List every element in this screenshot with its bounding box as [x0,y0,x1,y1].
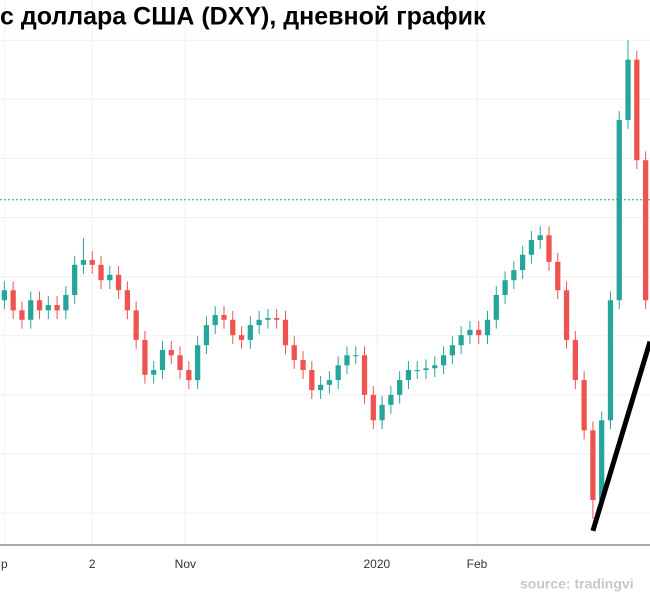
candle-body [528,239,535,255]
x-tick-label: 2 [89,557,96,571]
candle-body [36,300,43,311]
candle-body [537,235,543,240]
candle-body [388,394,394,405]
candle-body [546,235,552,262]
candle-body [54,305,60,311]
candle-body [317,384,324,391]
candle-body [80,260,87,265]
candle-body [159,349,166,371]
candle-body [440,355,447,366]
candle-body [282,319,289,346]
candle-body [256,319,262,326]
candle-body [493,294,499,320]
candle-body [590,430,596,501]
candle-body [28,300,34,320]
candle-body [265,318,271,320]
candle-body [572,339,578,381]
candle-body [1,290,8,301]
candle-body [238,335,245,340]
candle-body [151,370,157,375]
candle-body [625,59,631,120]
candle-body [98,264,104,281]
x-tick-label: Nov [175,557,196,571]
candle-body [133,310,139,340]
candle-body [230,319,236,336]
candle-body [642,160,649,301]
candle-body [607,300,614,421]
candle-body [520,254,526,271]
candle-body [309,370,315,391]
candle-body [274,318,280,320]
candle-body [353,355,359,357]
candle-body [484,319,491,336]
candle-body [458,335,464,346]
candle-body [414,370,420,372]
candle-body [195,345,201,381]
source-note: source: tradingvi [520,576,634,592]
candle-body [142,339,148,375]
candle-body [335,365,341,381]
candle-body [203,325,210,346]
candle-body [599,420,605,501]
candle-body [432,365,438,369]
candle-body [555,261,561,291]
candle-body [212,315,218,326]
plot-area: p 2 Nov 2020 Feb [0,0,650,571]
candle-body [370,394,376,421]
candle-body [19,310,25,320]
candle-body [89,260,95,265]
candle-body [72,264,78,295]
candle-body [291,345,297,360]
x-tick-label: 2020 [363,557,390,571]
candle-body [124,290,130,311]
candle-body [186,370,192,381]
candle-body [423,368,429,371]
candle-body [10,290,16,311]
candle-body [361,355,368,395]
candle-body [379,404,385,421]
candle-body [397,380,403,395]
candle-body [511,270,517,281]
candle-body [221,315,227,320]
candle-body [177,355,183,371]
candle-body [467,329,473,336]
candle-body [300,359,306,371]
candle-body [581,380,587,431]
x-tick-label: p [1,557,8,571]
candle-body [405,370,412,381]
candle-body [634,59,640,161]
candle-body [63,294,69,311]
candle-body [502,280,508,295]
candle-body [107,274,113,281]
candle-body [449,345,455,356]
candle-body [476,329,482,336]
candle-body [344,355,350,366]
candle-body [616,119,622,301]
candle-body [168,349,174,356]
chart-title: с доллара США (DXY), дневной график [0,3,486,31]
trend-line [590,340,650,532]
candle-body [247,325,253,340]
candle-body [115,274,122,291]
candle-body [563,290,570,340]
candle-body [45,305,51,311]
candle-body [326,380,333,385]
x-tick-label: Feb [467,557,488,571]
